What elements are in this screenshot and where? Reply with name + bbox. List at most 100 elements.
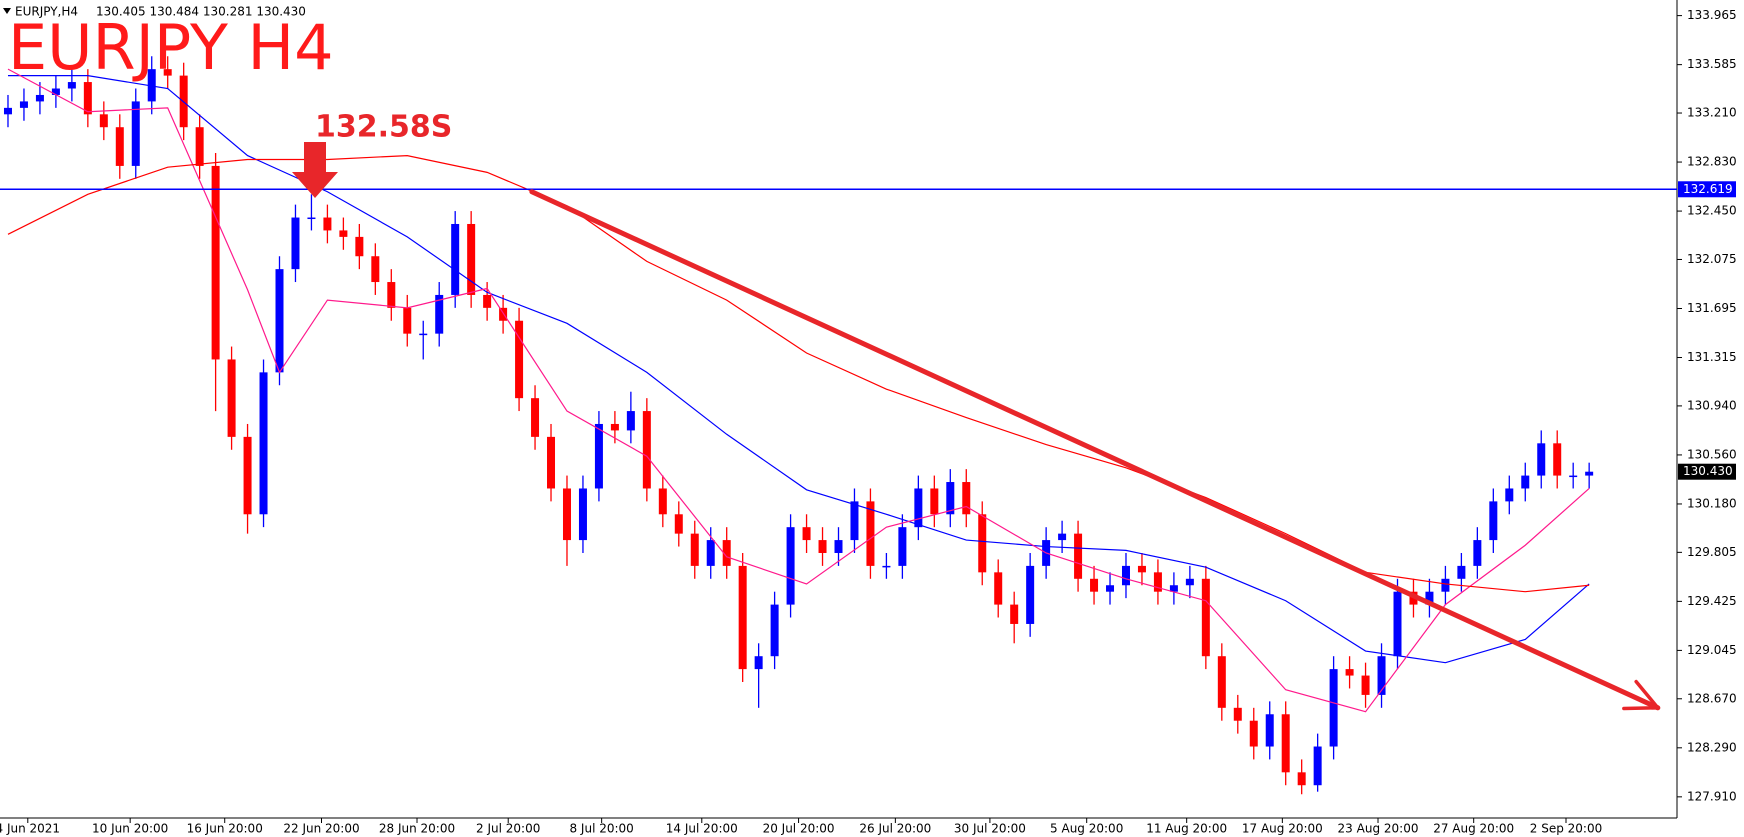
- candle-body: [946, 482, 955, 515]
- candle-body: [690, 533, 699, 566]
- candle-body: [1505, 488, 1514, 502]
- candle-body: [403, 307, 412, 334]
- candle-body: [1489, 501, 1498, 541]
- candle-body: [802, 527, 811, 541]
- candle-body: [259, 372, 268, 515]
- candle-body: [1169, 585, 1178, 592]
- x-tick-label: 17 Aug 20:00: [1242, 822, 1323, 836]
- y-tick-label: 132.830: [1687, 155, 1737, 169]
- candle-body: [562, 488, 571, 541]
- candle-body: [882, 565, 891, 568]
- x-tick-label: 2 Jul 20:00: [476, 822, 540, 836]
- candle-body: [1249, 720, 1258, 747]
- x-tick-label: 30 Jul 20:00: [954, 822, 1026, 836]
- candle-body: [307, 217, 316, 220]
- candle-body: [1297, 772, 1306, 786]
- candle-body: [1441, 578, 1450, 592]
- candle-body: [978, 514, 987, 573]
- candle-body: [195, 127, 204, 166]
- candle-body: [626, 411, 635, 431]
- trend-line: [529, 189, 1661, 711]
- candle-body: [914, 488, 923, 528]
- candle-body: [962, 482, 971, 515]
- candle-body: [1585, 471, 1594, 476]
- y-tick-label: 131.315: [1687, 350, 1737, 364]
- candle-body: [1329, 669, 1338, 747]
- y-tick-label: 132.075: [1687, 252, 1737, 266]
- chart-title: EURJPY H4: [8, 11, 334, 84]
- symbol: EURJPY,H4: [15, 5, 78, 19]
- x-tick-label: 8 Jul 20:00: [569, 822, 633, 836]
- x-tick-label: 16 Jun 20:00: [187, 822, 263, 836]
- candle-body: [834, 540, 843, 553]
- candle-body: [339, 230, 348, 237]
- x-tick-label: 5 Aug 20:00: [1050, 822, 1123, 836]
- candle-body: [531, 398, 540, 437]
- candle-body: [818, 540, 827, 553]
- candle-body: [1313, 746, 1322, 786]
- x-tick-label: 14 Jul 20:00: [666, 822, 738, 836]
- candle-body: [1569, 475, 1578, 478]
- candle-body: [19, 101, 28, 108]
- x-tick-label: 10 Jun 20:00: [92, 822, 168, 836]
- candle-body: [1058, 533, 1067, 541]
- candle-body: [99, 114, 108, 128]
- y-tick-label: 132.450: [1687, 204, 1737, 218]
- candle-body: [610, 423, 619, 431]
- menu-triangle: [3, 8, 11, 14]
- candle-body: [754, 656, 763, 670]
- candle-body: [371, 256, 380, 283]
- ohlc: 130.405 130.484 130.281 130.430: [96, 5, 306, 19]
- candle-body: [1185, 578, 1194, 586]
- candle-body: [1026, 565, 1035, 624]
- y-tick-label: 128.670: [1687, 691, 1737, 705]
- candle-body: [770, 604, 779, 657]
- y-tick-label: 129.425: [1687, 594, 1737, 608]
- candle-body: [1265, 714, 1274, 747]
- candle-body: [435, 294, 444, 334]
- moving-average: [7, 75, 1590, 664]
- candle-body: [83, 82, 92, 115]
- y-tick-label: 133.965: [1687, 8, 1737, 22]
- candle-body: [211, 165, 220, 360]
- candle-body: [51, 88, 60, 95]
- annotation-arrow: [292, 142, 338, 198]
- candle-body: [1090, 578, 1099, 592]
- candle-body: [658, 488, 667, 515]
- y-tick-label: 130.180: [1687, 496, 1737, 510]
- candle-body: [499, 307, 508, 321]
- candle-body: [1106, 585, 1115, 592]
- x-tick-label: 23 Aug 20:00: [1338, 822, 1419, 836]
- y-tick-label: 133.210: [1687, 106, 1737, 120]
- candle-body: [1393, 591, 1402, 657]
- moving-average: [7, 68, 1590, 713]
- candle-body: [898, 527, 907, 566]
- level-label-box: [1678, 181, 1736, 198]
- candle-body: [594, 423, 603, 489]
- y-tick-label: 129.805: [1687, 545, 1737, 559]
- candle-body: [786, 527, 795, 605]
- x-tick-label: 26 Jul 20:00: [859, 822, 931, 836]
- y-tick-label: 127.910: [1687, 789, 1737, 803]
- candle-body: [275, 269, 284, 373]
- level-label: 132.619: [1683, 182, 1733, 196]
- candle-body: [451, 223, 460, 295]
- candle-body: [387, 282, 396, 308]
- candle-body: [35, 94, 44, 102]
- last-price-box: [1678, 463, 1736, 480]
- candle-body: [419, 333, 428, 336]
- candle-body: [515, 320, 524, 399]
- candle-body: [1473, 540, 1482, 566]
- candle-body: [1377, 656, 1386, 695]
- candle-body: [467, 223, 476, 295]
- candle-body: [706, 540, 715, 566]
- annotation: 132.58S: [315, 110, 452, 145]
- candle-body: [355, 236, 364, 257]
- candle-body: [1137, 565, 1146, 573]
- candle-body: [67, 82, 76, 89]
- x-tick-label: 27 Aug 20:00: [1433, 822, 1514, 836]
- candle-body: [578, 488, 587, 541]
- candle-body: [1553, 443, 1562, 476]
- candle-body: [147, 69, 156, 102]
